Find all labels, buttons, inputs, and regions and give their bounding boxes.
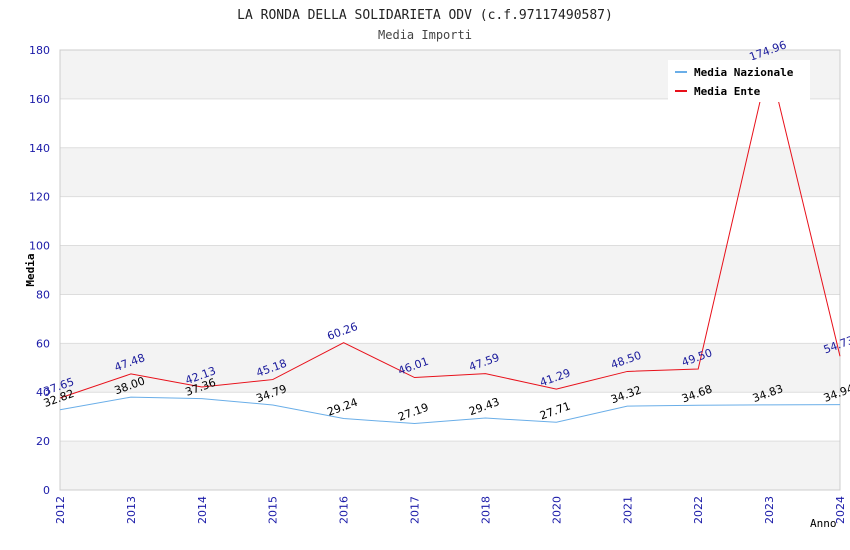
x-tick-label: 2022 bbox=[692, 496, 705, 524]
x-tick-labels: 2012 2013 2014 2015 2016 2017 2018 2020 2021 2022… bbox=[54, 496, 847, 524]
series-line-2 bbox=[59, 62, 841, 399]
y-tick-label: 20 bbox=[36, 435, 50, 448]
y-axis-label: Media bbox=[24, 253, 37, 286]
x-tick-label: 2013 bbox=[125, 496, 138, 524]
data-label: 27.19 bbox=[396, 401, 430, 424]
plot-bands bbox=[60, 50, 840, 490]
plot-band bbox=[60, 147, 840, 197]
y-tick-label: 120 bbox=[29, 191, 50, 204]
plot-band bbox=[60, 343, 840, 393]
legend-label: Media Nazionale bbox=[694, 66, 794, 79]
y-tick-label: 140 bbox=[29, 142, 50, 155]
y-tick-label: 160 bbox=[29, 93, 50, 106]
y-tick-label: 100 bbox=[29, 240, 50, 253]
x-tick-label: 2024 bbox=[834, 496, 847, 524]
data-label: 29.43 bbox=[467, 395, 501, 418]
x-tick-label: 2023 bbox=[763, 496, 776, 524]
y-tick-label: 60 bbox=[36, 337, 50, 350]
x-tick-label: 2018 bbox=[479, 496, 492, 524]
x-tick-label: 2017 bbox=[409, 496, 422, 524]
data-label: 29.24 bbox=[325, 396, 359, 419]
data-label: 27.71 bbox=[538, 399, 572, 422]
chart-title: LA RONDA DELLA SOLIDARIETA ODV (c.f.9711… bbox=[237, 8, 613, 23]
x-axis-label: Anno bbox=[810, 517, 837, 530]
legend: Media Nazionale Media Ente bbox=[668, 60, 810, 102]
legend-box bbox=[668, 60, 810, 102]
x-tick-label: 2021 bbox=[621, 496, 634, 524]
series-line-1 bbox=[59, 396, 841, 425]
x-tick-label: 2020 bbox=[550, 496, 563, 524]
y-tick-label: 40 bbox=[36, 386, 50, 399]
legend-label: Media Ente bbox=[694, 85, 761, 98]
chart-subtitle: Media Importi bbox=[378, 28, 472, 42]
x-tick-label: 2015 bbox=[267, 496, 280, 524]
x-tick-label: 2012 bbox=[54, 496, 67, 524]
plot-band bbox=[60, 441, 840, 490]
y-tick-label: 0 bbox=[43, 484, 50, 497]
series-lines bbox=[59, 62, 841, 425]
x-tick-label: 2014 bbox=[196, 496, 209, 524]
x-tick-label: 2016 bbox=[338, 496, 351, 524]
plot-frame bbox=[59, 49, 841, 491]
plot-band bbox=[60, 245, 840, 295]
data-label: 60.26 bbox=[325, 320, 359, 343]
y-tick-label: 180 bbox=[29, 44, 50, 57]
y-tick-labels: 0 20 40 60 80 100 120 140 160 180 bbox=[29, 44, 50, 497]
y-tick-label: 80 bbox=[36, 288, 50, 301]
